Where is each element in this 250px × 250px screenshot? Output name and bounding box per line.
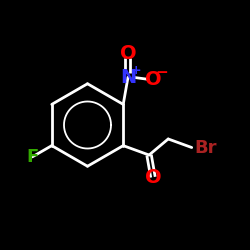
Text: F: F bbox=[26, 148, 38, 166]
Text: Br: Br bbox=[194, 138, 217, 156]
Text: O: O bbox=[146, 70, 162, 89]
Text: O: O bbox=[145, 168, 161, 187]
Text: N: N bbox=[120, 68, 136, 87]
Text: O: O bbox=[120, 44, 136, 63]
Text: +: + bbox=[131, 64, 141, 77]
Text: −: − bbox=[155, 65, 168, 80]
